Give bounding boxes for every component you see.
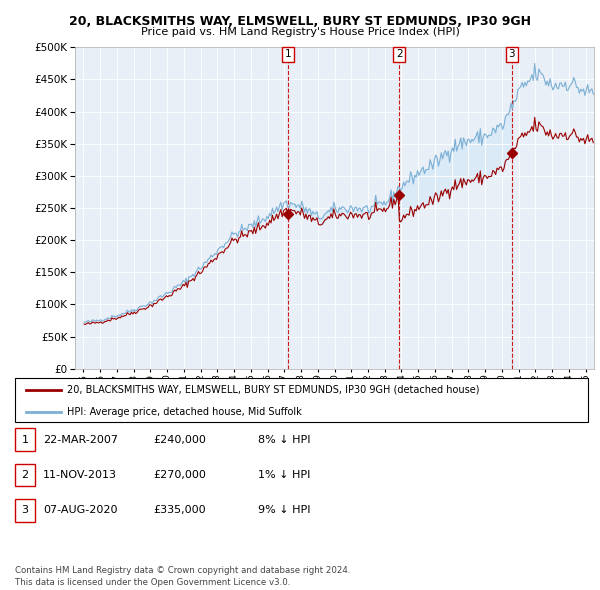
- Text: £270,000: £270,000: [153, 470, 206, 480]
- Text: 1: 1: [22, 435, 28, 444]
- Text: Price paid vs. HM Land Registry's House Price Index (HPI): Price paid vs. HM Land Registry's House …: [140, 27, 460, 37]
- Text: HPI: Average price, detached house, Mid Suffolk: HPI: Average price, detached house, Mid …: [67, 407, 301, 417]
- Text: 11-NOV-2013: 11-NOV-2013: [43, 470, 117, 480]
- Text: £240,000: £240,000: [153, 435, 206, 444]
- Text: 22-MAR-2007: 22-MAR-2007: [43, 435, 118, 444]
- Text: 1% ↓ HPI: 1% ↓ HPI: [258, 470, 310, 480]
- Text: 2: 2: [396, 49, 403, 59]
- Text: 2: 2: [22, 470, 28, 480]
- Text: 8% ↓ HPI: 8% ↓ HPI: [258, 435, 311, 444]
- Text: 20, BLACKSMITHS WAY, ELMSWELL, BURY ST EDMUNDS, IP30 9GH: 20, BLACKSMITHS WAY, ELMSWELL, BURY ST E…: [69, 15, 531, 28]
- Text: 07-AUG-2020: 07-AUG-2020: [43, 506, 118, 515]
- Text: £335,000: £335,000: [153, 506, 206, 515]
- Text: 3: 3: [509, 49, 515, 59]
- Text: 20, BLACKSMITHS WAY, ELMSWELL, BURY ST EDMUNDS, IP30 9GH (detached house): 20, BLACKSMITHS WAY, ELMSWELL, BURY ST E…: [67, 385, 479, 395]
- Text: 1: 1: [284, 49, 291, 59]
- Text: Contains HM Land Registry data © Crown copyright and database right 2024.
This d: Contains HM Land Registry data © Crown c…: [15, 566, 350, 587]
- Text: 3: 3: [22, 506, 28, 515]
- Text: 9% ↓ HPI: 9% ↓ HPI: [258, 506, 311, 515]
